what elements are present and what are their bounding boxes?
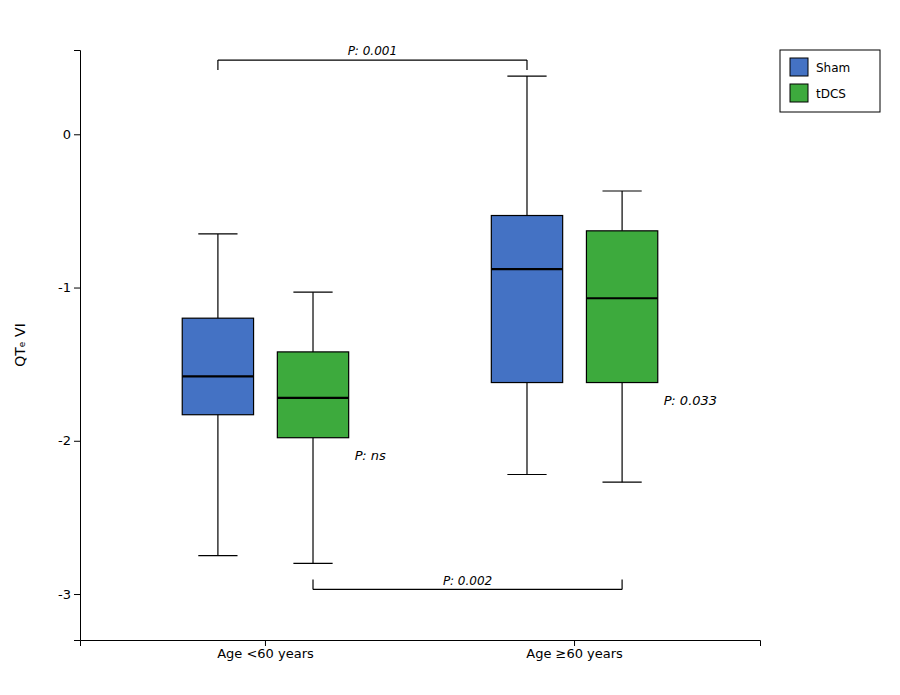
whisker-high (526, 76, 527, 215)
legend-frame (780, 50, 880, 112)
median (586, 297, 657, 299)
bracket-end (621, 579, 622, 589)
bracket-label: P: 0.001 (348, 44, 397, 58)
legend-swatch (790, 58, 808, 76)
boxes (182, 76, 658, 563)
bracket-label: P: 0.002 (443, 574, 492, 588)
legend-item: tDCS (790, 84, 846, 102)
y-axis-title: QTₑ VI (12, 323, 28, 367)
y-tick: -3 (58, 587, 80, 602)
x-tick: Age ≥60 years (526, 640, 623, 661)
whisker-low (621, 383, 622, 483)
y-axis: 0 -1 -2 -3 (58, 51, 80, 641)
y-tick: -2 (58, 433, 80, 448)
whisker-high (312, 292, 313, 352)
y-tick: -1 (58, 280, 80, 295)
box-plot (586, 191, 657, 482)
bracket-end (217, 60, 218, 70)
whisker-cap-high (198, 233, 237, 234)
x-tick-mark (574, 640, 575, 646)
y-tick-label: -3 (58, 587, 71, 602)
whisker-high (217, 234, 218, 318)
whisker-cap-low (507, 474, 546, 475)
whisker-high (621, 191, 622, 231)
bracket: P: 0.002 (313, 574, 622, 589)
y-tick-label: -2 (58, 433, 71, 448)
x-tick: Age <60 years (217, 640, 314, 661)
box-plot (277, 292, 348, 563)
annotation: P: 0.033 (664, 393, 717, 408)
bracket-bar (313, 589, 622, 590)
whisker-cap-low (602, 482, 641, 483)
legend-swatch (790, 84, 808, 102)
box-plot (491, 76, 562, 474)
legend: Sham tDCS (780, 50, 880, 112)
plot: 0 -1 -2 -3 Age <60 years Age ≥60 years QTₑ VI P… (12, 44, 880, 661)
y-tick-mark (74, 594, 80, 595)
box (182, 318, 253, 415)
bracket-bar (218, 59, 527, 60)
box (586, 231, 657, 383)
y-tick-label: 0 (63, 127, 71, 142)
whisker-cap-high (507, 75, 546, 76)
box-plot (182, 234, 253, 556)
legend-label: tDCS (816, 87, 846, 101)
y-tick-label: -1 (58, 280, 71, 295)
box (491, 216, 562, 383)
x-tick-mark (265, 640, 266, 646)
y-tick-mark (74, 134, 80, 135)
y-axis-line (74, 51, 81, 641)
box (277, 352, 348, 438)
median (277, 397, 348, 399)
bracket-end (312, 579, 313, 589)
annotation: P: ns (355, 448, 386, 463)
chart: 0 -1 -2 -3 Age <60 years Age ≥60 years QTₑ VI P… (0, 0, 900, 695)
x-axis-line (81, 641, 761, 647)
whisker-low (312, 438, 313, 564)
y-tick-mark (74, 441, 80, 442)
whisker-low (217, 415, 218, 556)
whisker-cap-low (198, 555, 237, 556)
x-axis: Age <60 years Age ≥60 years (81, 640, 761, 661)
whisker-cap-low (293, 563, 332, 564)
x-tick-label: Age <60 years (217, 646, 314, 661)
whisker-cap-high (293, 292, 332, 293)
median (491, 268, 562, 270)
y-tick-mark (74, 288, 80, 289)
y-tick: 0 (63, 127, 80, 142)
median (182, 375, 253, 377)
whisker-cap-high (602, 190, 641, 191)
legend-label: Sham (816, 61, 850, 75)
x-tick-label: Age ≥60 years (526, 646, 623, 661)
bracket: P: 0.001 (218, 44, 527, 70)
whisker-low (526, 383, 527, 475)
legend-item: Sham (790, 58, 850, 76)
bracket-end (526, 60, 527, 70)
